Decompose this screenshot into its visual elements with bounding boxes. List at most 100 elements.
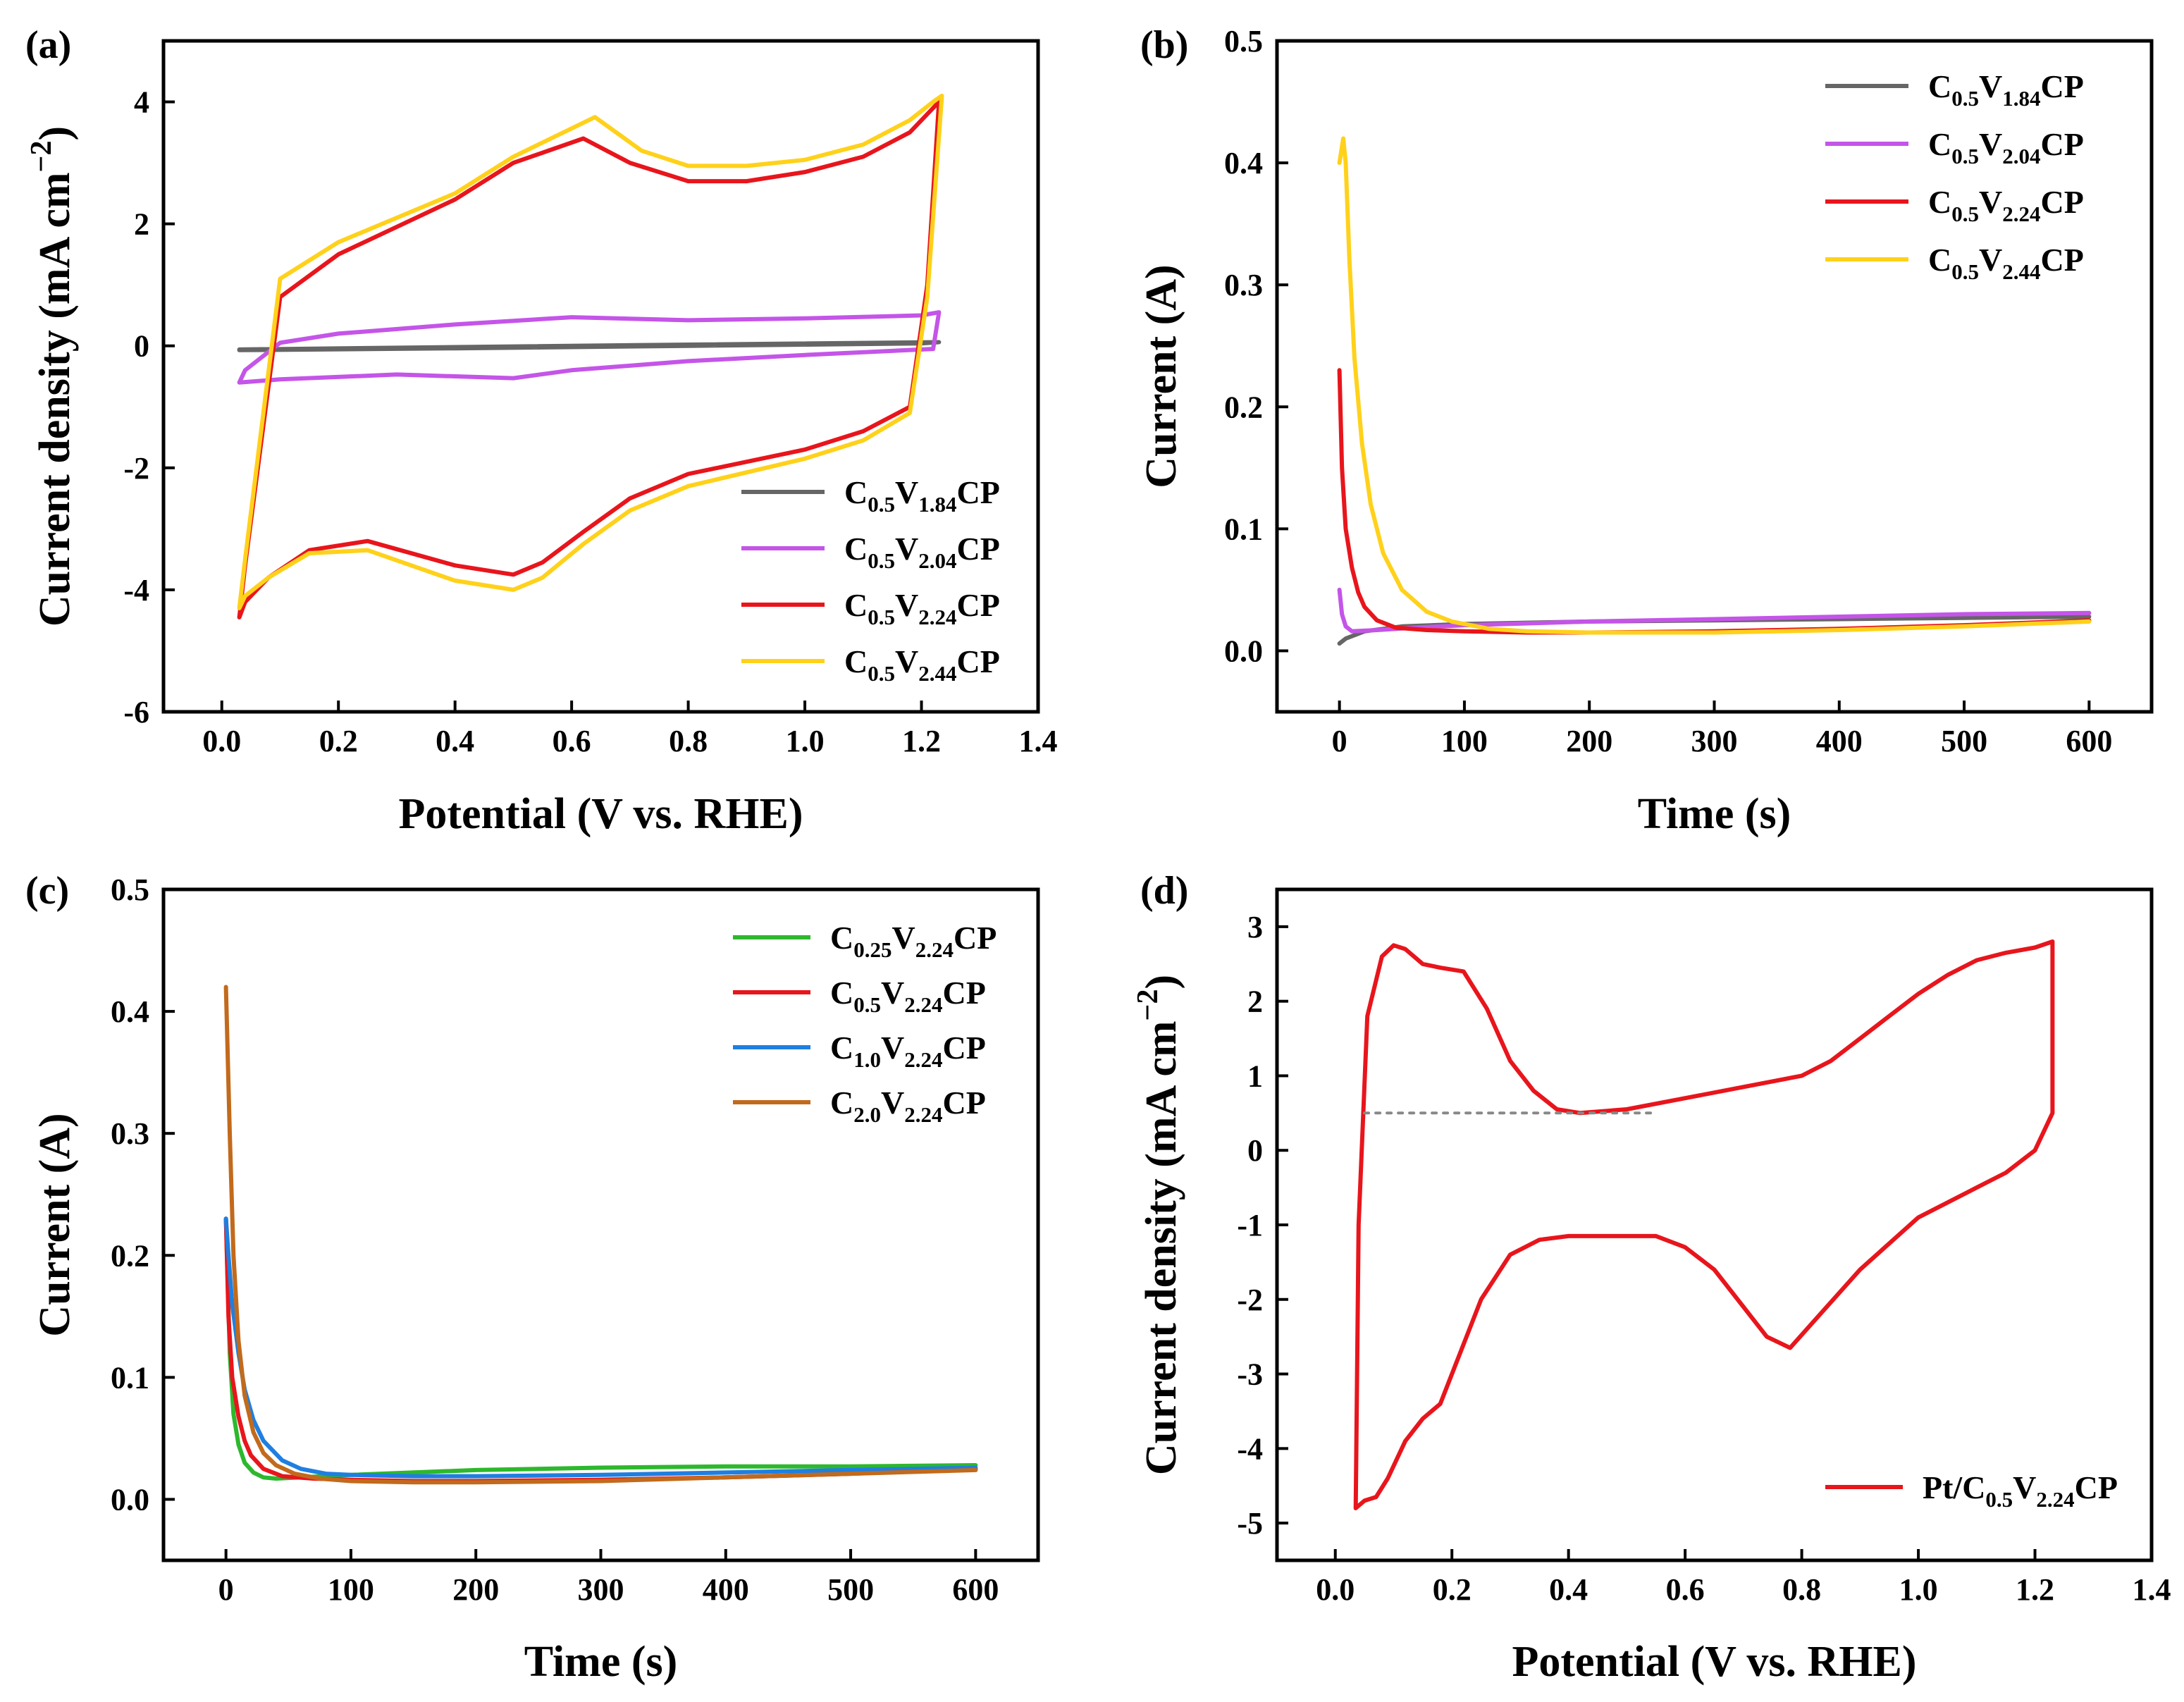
- y-tick-label: -4: [1237, 1431, 1263, 1466]
- y-tick-label: 3: [1247, 910, 1263, 944]
- legend-base: C: [830, 920, 853, 956]
- legend-sub1: 0.5: [868, 605, 895, 629]
- legend-tail: CP: [942, 975, 985, 1011]
- legend-entry: C0.5V2.24CP: [830, 975, 986, 1017]
- x-tick-label: 0.0: [202, 724, 241, 758]
- y-axis-label-close: ): [1137, 975, 1185, 989]
- legend-sub1: 0.25: [853, 937, 892, 962]
- y-tick-label: 1: [1247, 1059, 1263, 1093]
- x-tick-label: 400: [703, 1572, 749, 1607]
- legend-base: C: [844, 587, 868, 623]
- y-tick-label: -6: [123, 695, 149, 729]
- legend-sub2: 2.24: [904, 992, 942, 1017]
- plot-frame: [161, 39, 1040, 714]
- plot-frame: [161, 887, 1040, 1562]
- panel-label: (b): [1140, 23, 1188, 67]
- panel-label: (d): [1140, 869, 1188, 913]
- plot-frame: [1275, 39, 2154, 714]
- x-tick-label: 0: [218, 1572, 234, 1607]
- legend-entry: C0.5V2.24CP: [844, 587, 1000, 629]
- legend-tail: CP: [956, 474, 999, 510]
- y-tick-label: 0: [134, 329, 149, 364]
- y-axis-label: Current density (mA cm−2): [1132, 975, 1185, 1475]
- legend-sub1: 0.5: [1951, 86, 1979, 111]
- legend-tail: CP: [2040, 242, 2083, 278]
- legend-sub1: 0.5: [1951, 144, 1979, 168]
- x-axis-label: Time (s): [524, 1638, 678, 1686]
- panel-label: (a): [25, 23, 71, 67]
- series-line-c0-5v2-24cp: [1337, 368, 2092, 635]
- legend-base: C: [1928, 68, 1951, 104]
- y-axis-label-close: ): [31, 126, 79, 141]
- legend-entry: C0.5V2.24CP: [1928, 184, 2084, 226]
- y-tick-label: 0.3: [1224, 268, 1263, 302]
- x-axis-label: Potential (V vs. RHE): [1512, 1638, 1916, 1686]
- legend: C0.5V1.84CPC0.5V2.04CPC0.5V2.24CPC0.5V2.…: [1825, 68, 2084, 284]
- y-tick-label: 0.5: [111, 872, 149, 907]
- legend-sub2: 1.84: [2002, 86, 2040, 111]
- y-tick-label: 0.0: [111, 1482, 149, 1517]
- x-tick-label: 0.8: [1782, 1572, 1821, 1607]
- legend-base: C: [1928, 126, 1951, 162]
- y-tick-label: 0.1: [1224, 512, 1263, 546]
- x-tick-label: 500: [1941, 724, 1987, 758]
- y-tick-label: 2: [134, 207, 149, 242]
- panel-d: 0.0 0.2 0.4 0.6 0.8 1.0 1.2 1.4 -5 -4 -3 -2 -1 0 1 2 3 Po…: [1132, 869, 2171, 1686]
- y-axis-label-exponent: −2: [1132, 989, 1164, 1021]
- x-tick-label: 0.0: [1316, 1572, 1355, 1607]
- legend-tail: CP: [2040, 126, 2083, 162]
- y-tick-label: 0: [1247, 1133, 1263, 1168]
- legend-mid: V: [895, 531, 918, 567]
- plot-frame: [1275, 887, 2154, 1562]
- legend-tail: CP: [2075, 1469, 2118, 1505]
- x-tick-label: 200: [452, 1572, 499, 1607]
- legend-base: C: [830, 1085, 853, 1121]
- legend-entry: C1.0V2.24CP: [830, 1030, 986, 1072]
- x-tick-label: 0.4: [436, 724, 474, 758]
- x-tick-label: 1.0: [786, 724, 825, 758]
- legend-base: C: [830, 1030, 853, 1066]
- x-tick-label: 1.0: [1899, 1572, 1938, 1607]
- legend-mid: V: [895, 474, 918, 510]
- legend-mid: V: [1979, 242, 2002, 278]
- legend-entry: C0.5V2.04CP: [844, 531, 1000, 573]
- y-axis-label-main: Current (A): [31, 1113, 79, 1336]
- legend-sub2: 2.44: [918, 661, 956, 686]
- x-axis-label: Time (s): [1638, 790, 1791, 838]
- x-tick-label: 1.2: [2016, 1572, 2054, 1607]
- series-line-pt-c0-5v2-24cp: [1353, 939, 2055, 1510]
- x-tick-label: 0: [1332, 724, 1347, 758]
- legend-mid: V: [1979, 68, 2002, 104]
- series-line-c0-25v2-24cp: [223, 1216, 978, 1481]
- x-tick-label: 0.6: [1666, 1572, 1705, 1607]
- legend-entry: C0.25V2.24CP: [830, 920, 997, 962]
- legend-sub1: 0.5: [1951, 259, 1979, 284]
- legend-entry: C0.5V2.44CP: [1928, 242, 2084, 284]
- legend-sub1: 0.5: [868, 548, 895, 573]
- legend-mid: V: [892, 920, 915, 956]
- legend-entry: C2.0V2.24CP: [830, 1085, 986, 1127]
- legend-sub2: 2.24: [918, 605, 956, 629]
- legend-base: C: [844, 531, 868, 567]
- legend-sub1: 0.5: [853, 992, 881, 1017]
- legend-mid: V: [881, 975, 904, 1011]
- legend-mid: V: [2013, 1469, 2036, 1505]
- x-tick-label: 0.2: [1433, 1572, 1472, 1607]
- legend-sub1: 0.5: [1985, 1487, 2013, 1512]
- x-tick-label: 600: [2066, 724, 2112, 758]
- legend-tail: CP: [2040, 184, 2083, 220]
- legend-sub2: 2.44: [2002, 259, 2040, 284]
- y-axis-label-exponent: −2: [25, 141, 58, 173]
- legend-base: C: [830, 975, 853, 1011]
- legend-mid: V: [1979, 126, 2002, 162]
- legend: Pt/C0.5V2.24CP: [1825, 1469, 2118, 1512]
- panel-label: (c): [25, 869, 69, 913]
- x-tick-label: 200: [1566, 724, 1612, 758]
- series-line-c0-5v2-44cp: [1337, 136, 2092, 635]
- legend-tail: CP: [956, 531, 999, 567]
- legend-base: C: [1928, 184, 1951, 220]
- y-tick-label: 4: [134, 85, 149, 120]
- y-tick-label: -1: [1237, 1208, 1263, 1242]
- legend-tail: CP: [956, 643, 999, 679]
- legend-mid: V: [881, 1085, 904, 1121]
